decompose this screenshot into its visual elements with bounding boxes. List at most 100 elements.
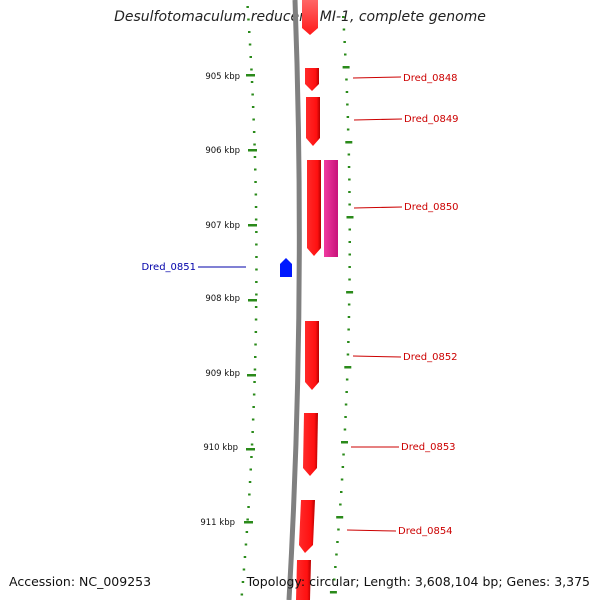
gene-label-dred-0852[interactable]: Dred_0852 xyxy=(403,352,458,363)
ruler-minor-tick xyxy=(249,56,252,58)
ruler-minor-tick xyxy=(241,581,245,583)
ruler-major-tick-908: 908 kbp xyxy=(205,294,257,304)
ruler-minor-tick xyxy=(250,456,253,458)
outer-track-minor-tick xyxy=(348,191,351,193)
ruler-major-tick-909: 909 kbp xyxy=(205,369,256,379)
outer-track-minor-tick xyxy=(344,416,347,418)
gene-label-dred-0848[interactable]: Dred_0848 xyxy=(403,73,458,84)
map-title: Desulfotomaculum reducens MI-1, complete… xyxy=(114,9,486,25)
ruler-minor-tick xyxy=(254,193,258,196)
outer-track-major-tick xyxy=(329,591,337,594)
ruler-minor-tick xyxy=(251,106,255,108)
ruler-minor-tick xyxy=(252,393,256,396)
gene-arrow-dred-0848[interactable] xyxy=(305,68,319,91)
gene-label-leader-dred-0850 xyxy=(353,206,403,209)
ruler-minor-tick xyxy=(255,281,258,283)
gene-arrow-dred-0854[interactable] xyxy=(299,500,315,553)
ruler-minor-tick xyxy=(254,343,257,346)
gene-arrow-dred-0852[interactable] xyxy=(305,321,319,390)
gene-dred-0852[interactable]: Dred_0852 xyxy=(305,321,458,390)
outer-track-minor-tick xyxy=(342,28,346,31)
ruler-minor-tick xyxy=(248,31,251,33)
ruler-minor-tick xyxy=(253,368,257,371)
outer-track-minor-tick xyxy=(344,403,348,406)
outer-track-minor-tick xyxy=(345,391,348,393)
ruler-minor-tick xyxy=(249,468,252,471)
ruler-minor-tick xyxy=(247,506,250,508)
gene-dred-0848[interactable]: Dred_0848 xyxy=(305,68,458,91)
outer-track-minor-tick xyxy=(347,316,351,318)
gene-dred-0854[interactable]: Dred_0854 xyxy=(299,500,453,553)
outer-track-minor-tick xyxy=(341,466,345,468)
outer-track-minor-tick xyxy=(347,153,351,156)
ruler-minor-tick xyxy=(253,143,256,146)
gene-arrow-dred-0850[interactable] xyxy=(307,160,321,256)
gene-dred-0851[interactable]: Dred_0851 xyxy=(141,258,292,277)
outer-track-major-tick xyxy=(346,291,354,294)
outer-track-major-tick xyxy=(342,66,350,69)
ruler-minor-tick xyxy=(250,68,253,71)
outer-track-minor-tick xyxy=(348,253,351,256)
outer-track-minor-tick xyxy=(347,341,350,343)
ruler-minor-tick xyxy=(254,356,257,358)
outer-track-minor-tick xyxy=(346,116,350,118)
ruler-minor-tick xyxy=(248,493,251,496)
gene-label-dred-0851[interactable]: Dred_0851 xyxy=(141,262,196,273)
outer-track-major-tick xyxy=(341,441,348,444)
ruler-major-tick-911: 911 kbp xyxy=(200,518,253,528)
gene-label-dred-0854[interactable]: Dred_0854 xyxy=(398,526,453,537)
gene-arrow-dred-0849[interactable] xyxy=(306,97,320,146)
gene-label-dred-0853[interactable]: Dred_0853 xyxy=(401,442,456,453)
gene-arrow-dred-0853[interactable] xyxy=(303,413,318,476)
ruler-minor-tick xyxy=(245,531,249,533)
gene-arrow-partial-bottom[interactable] xyxy=(296,560,311,600)
genome-backbone xyxy=(286,0,302,600)
gene-label-leader-dred-0848 xyxy=(352,76,402,79)
ruler-minor-tick xyxy=(254,168,257,171)
outer-track-minor-tick xyxy=(348,241,351,243)
ruler-label-910: 910 kbp xyxy=(203,443,238,453)
feature-pink-dred-0850[interactable] xyxy=(324,160,338,257)
ruler-label-909: 909 kbp xyxy=(205,369,240,379)
outer-track-minor-tick xyxy=(348,178,351,181)
gene-dred-0850[interactable]: Dred_0850 xyxy=(307,160,459,257)
ruler-major-tick-906: 906 kbp xyxy=(205,146,257,156)
ruler-minor-tick xyxy=(252,406,255,408)
ruler-minor-tick xyxy=(246,518,249,521)
ruler-minor-tick xyxy=(254,331,258,333)
outer-track-minor-tick xyxy=(345,78,348,81)
outer-track-minor-tick xyxy=(346,103,349,106)
gene-dred-0853[interactable]: Dred_0853 xyxy=(303,413,456,476)
gene-label-leader-dred-0852 xyxy=(352,355,402,358)
ruler-minor-tick xyxy=(248,43,252,46)
ruler-minor-tick xyxy=(254,318,258,321)
outer-track-major-tick xyxy=(345,141,353,144)
outer-track-minor-tick xyxy=(337,528,340,531)
ruler-minor-tick xyxy=(255,268,258,271)
ruler-minor-tick xyxy=(253,381,256,383)
outer-track-minor-tick xyxy=(342,16,345,18)
outer-track-minor-tick xyxy=(346,353,350,356)
ruler-label-906: 906 kbp xyxy=(205,146,240,156)
ruler-minor-tick xyxy=(252,118,255,121)
ruler-minor-tick xyxy=(251,93,254,96)
gene-arrow-partial-top[interactable] xyxy=(302,0,318,35)
gene-label-leader-dred-0849 xyxy=(353,118,403,121)
outer-track-minor-tick xyxy=(345,91,349,93)
outer-track-ticks xyxy=(329,16,354,594)
gene-arrow-dred-0851[interactable] xyxy=(280,258,292,277)
ruler-label-908: 908 kbp xyxy=(205,294,240,304)
gene-label-dred-0849[interactable]: Dred_0849 xyxy=(404,114,459,125)
outer-track-minor-tick xyxy=(339,503,342,506)
outer-track-minor-tick xyxy=(348,266,351,268)
outer-track-minor-tick xyxy=(347,328,350,331)
ruler-label-907: 907 kbp xyxy=(205,221,240,231)
gene-label-dred-0850[interactable]: Dred_0850 xyxy=(404,202,459,213)
outer-track-minor-tick xyxy=(333,578,336,581)
ruler-minor-tick xyxy=(251,418,255,421)
ruler-major-tick-910: 910 kbp xyxy=(203,443,255,453)
gene-dred-0849[interactable]: Dred_0849 xyxy=(306,97,459,146)
ruler-minor-tick xyxy=(254,206,258,208)
ruler-minor-tick xyxy=(246,6,249,8)
